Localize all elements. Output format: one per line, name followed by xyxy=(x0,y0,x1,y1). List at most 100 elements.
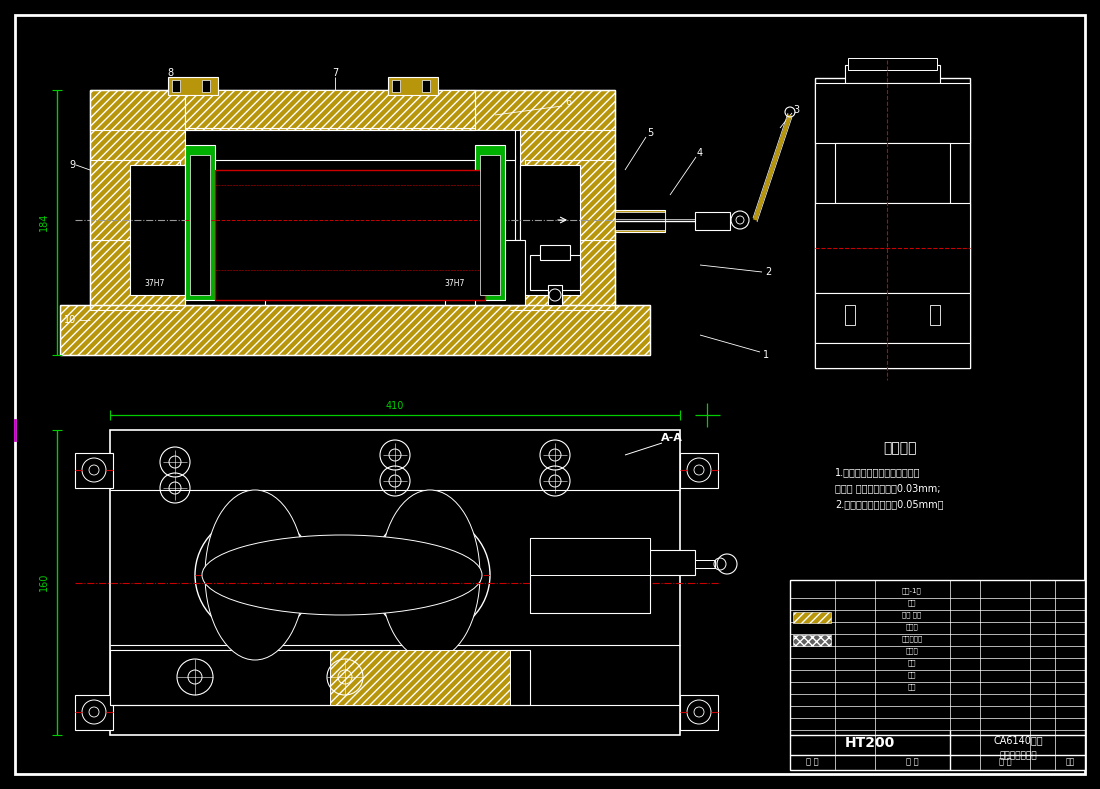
Bar xyxy=(650,550,695,575)
Bar xyxy=(90,240,615,310)
Text: 2.中心孔距误差不能大0.05mm。: 2.中心孔距误差不能大0.05mm。 xyxy=(835,499,944,509)
Text: 3: 3 xyxy=(793,105,799,115)
Bar xyxy=(60,305,650,355)
Text: 6: 6 xyxy=(565,97,571,107)
Bar xyxy=(530,538,650,575)
Text: 7: 7 xyxy=(332,68,338,78)
Bar xyxy=(680,453,718,488)
Bar xyxy=(130,165,190,295)
Text: 代 号: 代 号 xyxy=(805,757,818,766)
Text: 零件 固件: 零件 固件 xyxy=(902,611,922,619)
Ellipse shape xyxy=(379,490,480,660)
Bar xyxy=(75,453,113,488)
Bar xyxy=(530,538,650,575)
Bar xyxy=(480,155,501,295)
Bar xyxy=(848,58,937,70)
Text: CA6140拨叉: CA6140拨叉 xyxy=(993,735,1043,745)
Bar xyxy=(695,560,715,568)
Bar xyxy=(790,580,1085,770)
Bar xyxy=(520,90,615,310)
Bar xyxy=(168,77,218,95)
Bar xyxy=(815,78,970,368)
Bar xyxy=(110,650,530,705)
Bar xyxy=(185,240,265,305)
Text: 支承板: 支承板 xyxy=(905,623,918,630)
Bar xyxy=(815,83,970,143)
Bar xyxy=(90,90,185,310)
Text: 平键: 平键 xyxy=(908,660,916,666)
Bar xyxy=(75,695,113,730)
Text: 10: 10 xyxy=(64,315,76,325)
Bar xyxy=(172,80,180,92)
Bar xyxy=(330,650,510,705)
Text: 37H7: 37H7 xyxy=(145,279,165,287)
Text: 技术要求: 技术要求 xyxy=(883,441,916,455)
Bar xyxy=(695,212,730,230)
Bar xyxy=(793,635,830,646)
Bar xyxy=(185,130,515,160)
Bar xyxy=(185,145,214,300)
Text: 材 料: 材 料 xyxy=(999,757,1011,766)
Text: 备注: 备注 xyxy=(1066,757,1075,766)
Text: 4: 4 xyxy=(697,148,703,158)
Text: 2: 2 xyxy=(764,267,771,277)
Text: 零件个切块: 零件个切块 xyxy=(901,636,923,642)
Bar xyxy=(190,155,210,295)
Text: 名 称: 名 称 xyxy=(905,757,918,766)
Text: 零件: 零件 xyxy=(908,600,916,606)
Text: www.mfcad.com: www.mfcad.com xyxy=(337,507,463,522)
Bar xyxy=(815,203,970,293)
Bar xyxy=(680,695,718,730)
Bar xyxy=(110,430,680,735)
Text: 8: 8 xyxy=(167,68,173,78)
Text: 184: 184 xyxy=(39,213,50,231)
Bar xyxy=(815,343,970,368)
Text: 160: 160 xyxy=(39,573,50,591)
Text: 专用夹具装配图: 专用夹具装配图 xyxy=(999,751,1037,761)
Text: 1: 1 xyxy=(763,350,769,360)
Text: 410: 410 xyxy=(386,401,404,411)
Text: 垂直度 垂直度不能大于0.03mm;: 垂直度 垂直度不能大于0.03mm; xyxy=(835,483,940,493)
Bar xyxy=(520,165,580,295)
Bar xyxy=(475,145,505,300)
Bar xyxy=(525,160,615,240)
Bar xyxy=(422,80,430,92)
Text: HT200: HT200 xyxy=(845,736,895,750)
Bar xyxy=(540,245,570,260)
Text: 销钉: 销钉 xyxy=(908,684,916,690)
Circle shape xyxy=(336,480,380,524)
Text: 快速偶: 快速偶 xyxy=(905,648,918,654)
Text: 平键: 平键 xyxy=(908,671,916,679)
Bar xyxy=(615,210,666,232)
Bar xyxy=(530,538,650,613)
Bar xyxy=(548,285,562,305)
Text: 9: 9 xyxy=(69,160,75,170)
Bar xyxy=(530,538,650,613)
Text: 1.两钻套的轴线与夹具体的地面: 1.两钻套的轴线与夹具体的地面 xyxy=(835,467,921,477)
Text: 5: 5 xyxy=(647,128,653,138)
Text: A-A: A-A xyxy=(661,433,683,443)
Bar xyxy=(815,293,970,343)
Text: 钻套-1部: 钻套-1部 xyxy=(902,588,922,594)
Bar xyxy=(185,155,515,305)
Bar xyxy=(793,612,830,623)
Bar xyxy=(446,240,525,305)
Bar xyxy=(90,160,180,240)
Text: 37H7: 37H7 xyxy=(444,279,465,287)
Bar xyxy=(845,65,940,83)
Bar xyxy=(835,143,950,203)
Bar xyxy=(388,77,438,95)
Bar xyxy=(845,305,855,325)
Text: 沐风网: 沐风网 xyxy=(367,473,432,507)
Ellipse shape xyxy=(202,535,482,615)
Bar xyxy=(392,80,400,92)
Bar xyxy=(214,170,485,300)
Bar xyxy=(202,80,210,92)
Bar xyxy=(530,538,650,613)
Bar xyxy=(90,90,615,130)
Ellipse shape xyxy=(205,490,305,660)
Bar xyxy=(530,255,580,290)
Bar xyxy=(185,90,475,128)
Bar xyxy=(615,212,666,230)
Bar xyxy=(930,305,940,325)
